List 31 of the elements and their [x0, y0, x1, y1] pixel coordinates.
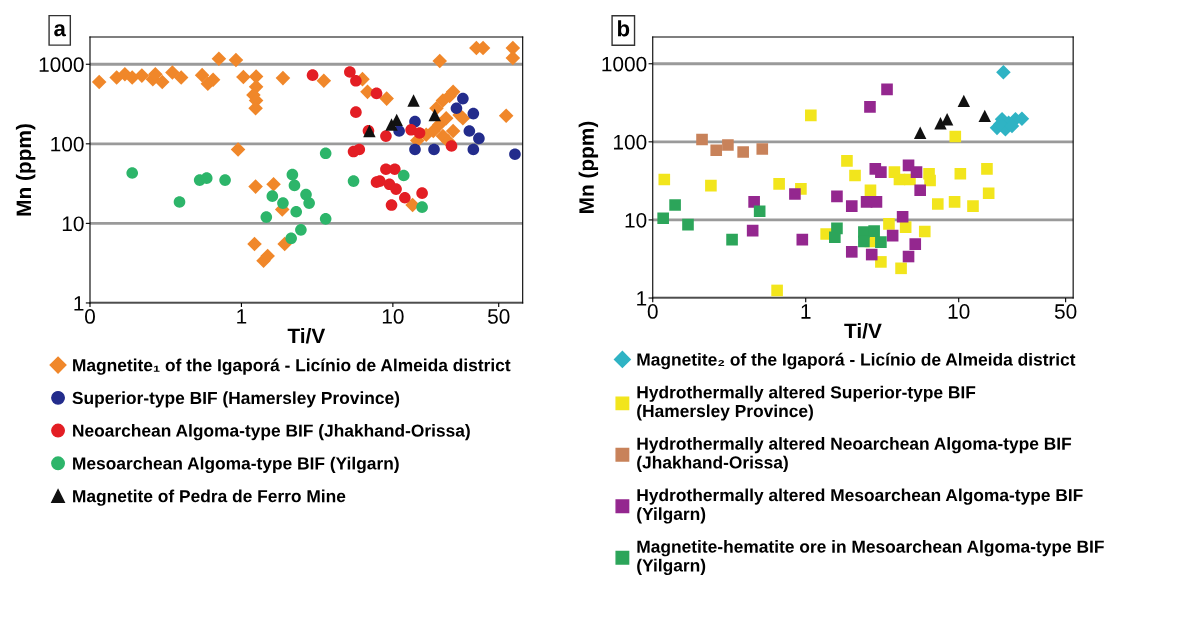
- legend-label: Hydrothermally altered Superior-type BIF (Hamersley Province): [637, 385, 976, 421]
- y-tick-label: 1: [637, 291, 647, 306]
- y-tick-label: 10: [62, 216, 84, 232]
- x-axis-title: Ti/V: [287, 327, 326, 344]
- legend-label: Mesoarchean Algoma-type BIF (Yilgarn): [73, 456, 399, 474]
- legend-label: Neoarchean Algoma-type BIF (Jhakhand-Orissa): [73, 424, 470, 441]
- x-tick-label: 50: [487, 309, 510, 324]
- x-tick-label: 1: [801, 304, 811, 319]
- y-tick-label: 1000: [39, 57, 84, 73]
- y-tick-label: 100: [614, 134, 647, 150]
- legend-label: Hydrothermally altered Mesoarchean Algoma-type BIF (Yilgarn): [637, 488, 1083, 524]
- legend-label: Hydrothermally altered Neoarchean Algoma-type BIF (Jhakhand-Orissa): [637, 437, 1072, 473]
- x-tick-label: 1: [237, 309, 247, 324]
- y-tick-label: 1000: [602, 56, 647, 72]
- y-tick-label: 100: [51, 136, 84, 152]
- x-tick-label: 0: [647, 304, 658, 319]
- x-tick-label: 10: [948, 304, 970, 319]
- x-tick-label: 0: [85, 309, 95, 324]
- x-axis-title: Ti/V: [844, 322, 882, 339]
- legend-label: Magnetite₂ of the Igaporá - Licínio de Almeida district: [637, 352, 1076, 370]
- text: b: [617, 20, 630, 37]
- x-tick-label: 50: [1054, 304, 1077, 319]
- x-tick-label: 10: [382, 309, 404, 324]
- text: a: [54, 24, 67, 37]
- y-tick-label: 10: [625, 212, 647, 228]
- legend-label: Magnetite-hematite ore in Mesoarchean Algoma-type BIF (Yilgarn): [637, 540, 1104, 576]
- y-axis-title: Mn (ppm): [15, 124, 36, 216]
- legend-label: Magnetite₁ of the Igaporá - Licínio de Almeida district: [73, 358, 511, 375]
- y-axis-title: Mn (ppm): [578, 121, 599, 213]
- legend-label: Magnetite of Pedra de Ferro Mine: [73, 489, 346, 506]
- legend-label: Superior-type BIF (Hamersley Province): [72, 391, 400, 408]
